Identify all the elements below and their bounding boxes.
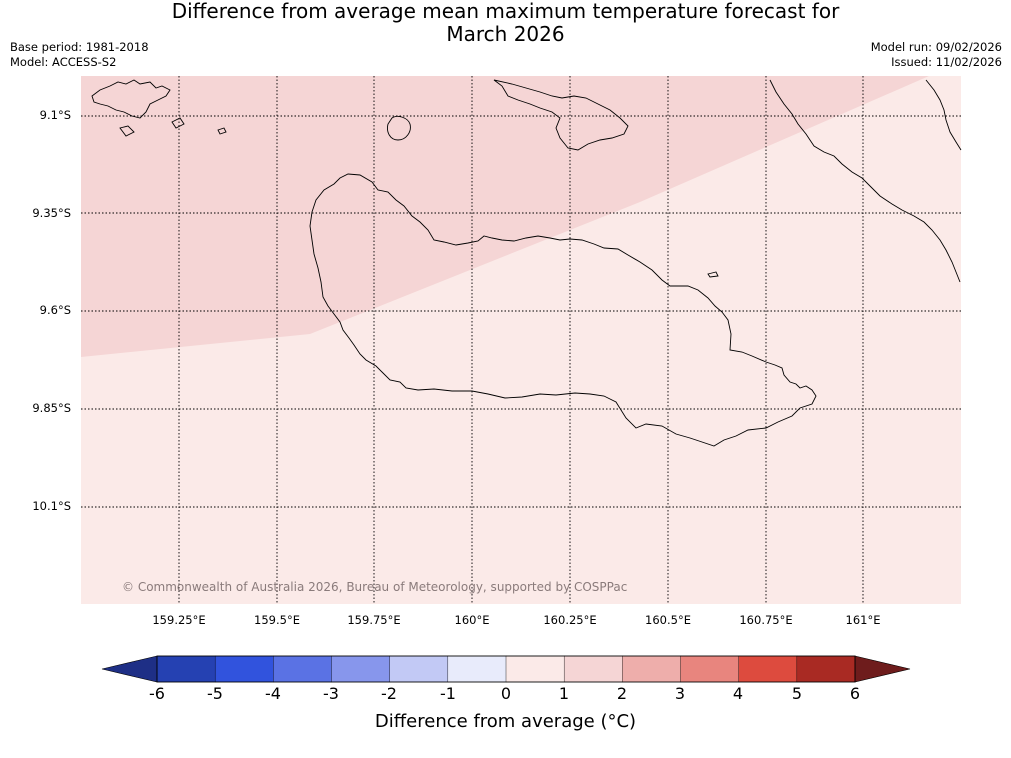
colorbar-over-arrow — [854, 655, 911, 683]
lon-label: 161°E — [845, 613, 881, 627]
lon-label: 160.75°E — [739, 613, 793, 627]
colorbar-cell — [389, 655, 449, 683]
colorbar-cell — [447, 655, 507, 683]
coastline-main-island — [309, 173, 817, 447]
lat-label: 10.1°S — [32, 499, 71, 513]
colorbar-tick: -2 — [381, 684, 397, 703]
colorbar-tick: -4 — [265, 684, 281, 703]
model-run: Model run: 09/02/2026 — [870, 40, 1002, 54]
colorbar-tick: 3 — [674, 684, 686, 703]
colorbar-cell — [680, 655, 740, 683]
coastline-east-islet — [707, 271, 719, 278]
title-line-2: March 2026 — [446, 22, 565, 46]
lon-label: 159.75°E — [347, 613, 401, 627]
coastline-north-islands — [493, 79, 629, 151]
colorbar-tick: -3 — [323, 684, 339, 703]
title-line-1: Difference from average mean maximum tem… — [171, 0, 840, 23]
colorbar-tick: -6 — [149, 684, 165, 703]
colorbar-tick: 0 — [500, 684, 512, 703]
lat-label: 9.85°S — [32, 401, 71, 415]
base-period: Base period: 1981-2018 — [10, 40, 149, 54]
meta-left: Base period: 1981-2018 Model: ACCESS-S2 — [10, 40, 149, 70]
coastline-ne-coast — [769, 79, 961, 283]
colorbar-cell — [331, 655, 391, 683]
coastline-nw-islet-c — [217, 127, 227, 135]
colorbar-tick: 6 — [849, 684, 861, 703]
colorbar-under-arrow — [101, 655, 158, 683]
lon-label: 159.25°E — [152, 613, 206, 627]
graticule — [81, 76, 961, 604]
colorbar-cell — [156, 655, 216, 683]
colorbar-cell — [622, 655, 682, 683]
lat-label: 9.6°S — [39, 303, 71, 317]
lat-label: 9.35°S — [32, 206, 71, 220]
coastlines — [91, 79, 962, 447]
coastline-nw-islet-a — [119, 125, 135, 137]
region-1-to-2 — [81, 76, 929, 357]
colorbar-label: Difference from average (°C) — [374, 711, 637, 732]
coastline-nw-islands — [91, 79, 171, 119]
meta-right: Model run: 09/02/2026 Issued: 11/02/2026 — [871, 40, 1002, 70]
colorbar-cell — [273, 655, 333, 683]
map-title: Difference from average mean maximum tem… — [0, 0, 1011, 46]
colorbar-tick: -1 — [440, 684, 456, 703]
colorbar-tick: -5 — [207, 684, 223, 703]
model-name: Model: ACCESS-S2 — [10, 55, 117, 69]
colorbar-cell — [505, 655, 565, 683]
coastline-small-islet — [387, 115, 411, 141]
lon-label: 160°E — [454, 613, 490, 627]
coastline-ne-headland — [925, 79, 962, 151]
colorbar-cell — [738, 655, 798, 683]
colorbar-tick: 2 — [616, 684, 628, 703]
forecast-map — [81, 76, 962, 604]
colorbar-cell — [563, 655, 624, 683]
lon-label: 159.5°E — [254, 613, 300, 627]
copyright-notice: © Commonwealth of Australia 2026, Bureau… — [122, 580, 628, 594]
issued-date: Issued: 11/02/2026 — [891, 55, 1002, 69]
coastline-nw-islet-b — [171, 117, 185, 129]
lon-label: 160.25°E — [543, 613, 597, 627]
colorbar-cell — [796, 655, 856, 683]
colorbar-frame — [156, 655, 856, 683]
colorbar-cell — [214, 655, 275, 683]
lat-label: 9.1°S — [39, 108, 71, 122]
colorbar-tick: 4 — [732, 684, 744, 703]
lon-label: 160.5°E — [645, 613, 691, 627]
colorbar-tick: 1 — [558, 684, 570, 703]
colorbar-tick: 5 — [791, 684, 803, 703]
